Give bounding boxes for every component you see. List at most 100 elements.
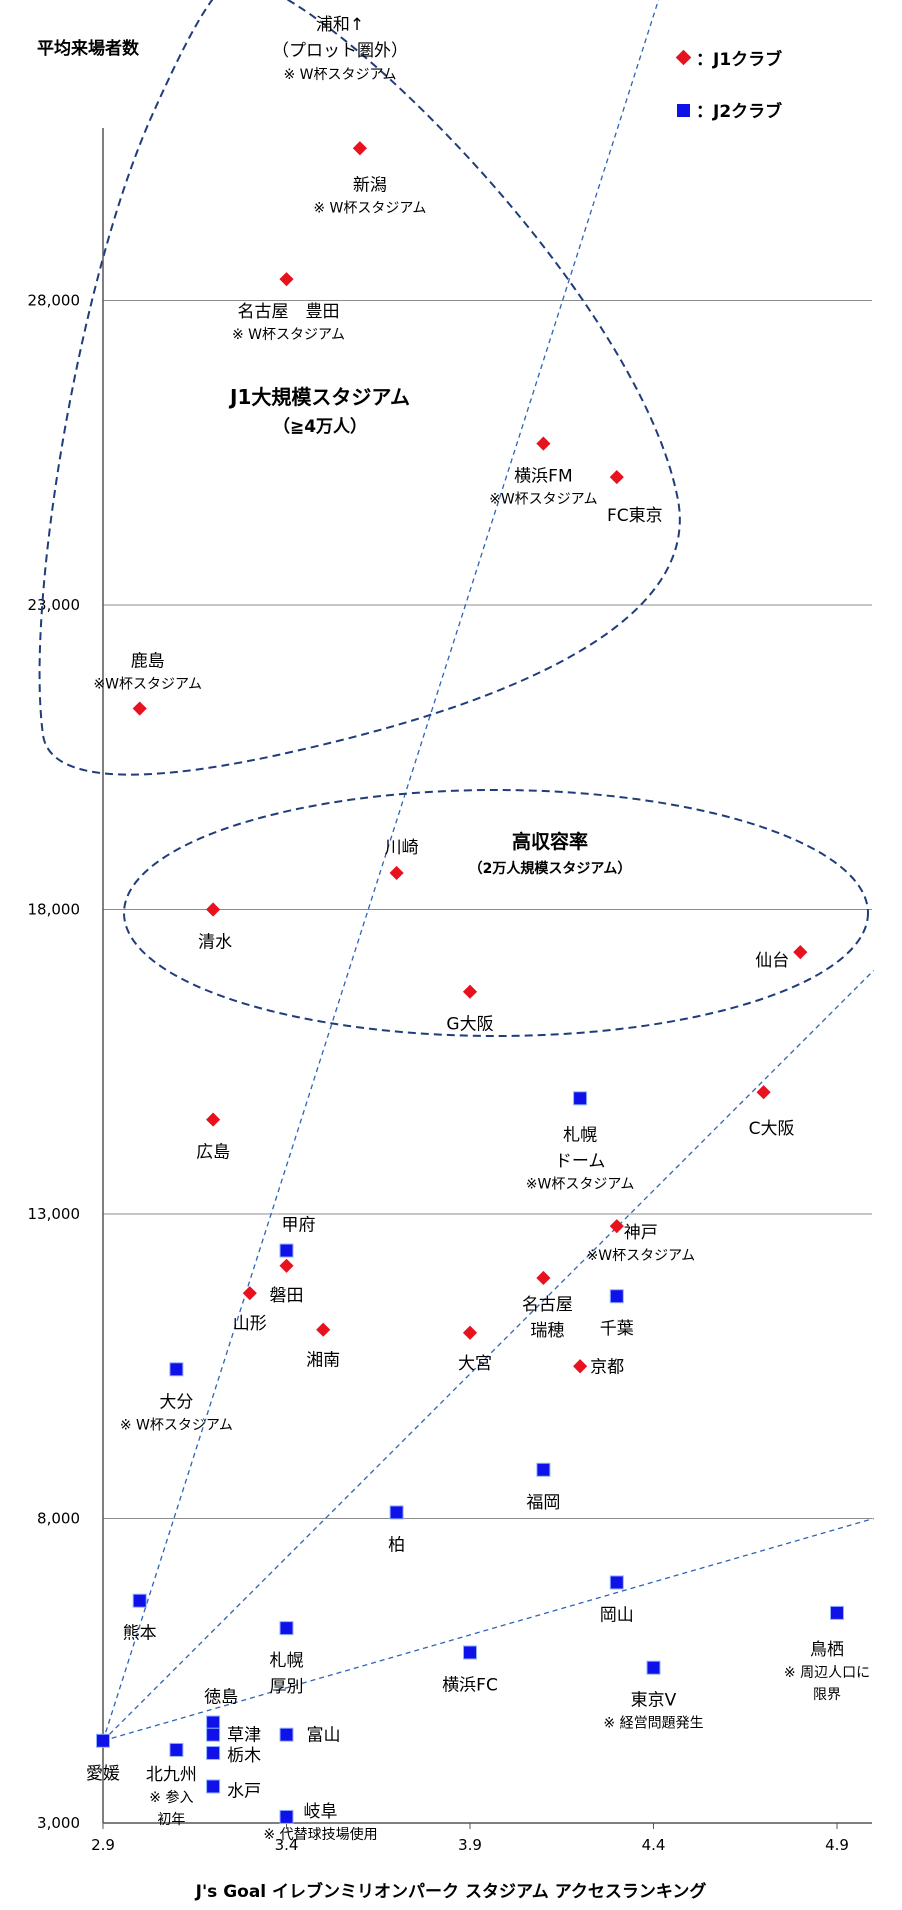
point-label: FC東京: [607, 506, 663, 526]
point-label: 甲府: [282, 1216, 316, 1236]
point-label: 名古屋 豊田: [238, 302, 340, 322]
point-j2: [389, 1505, 404, 1520]
urawa-annotation: 浦和↑ （プロット圏外） ※ W杯スタジアム: [272, 15, 408, 83]
point-j1: [462, 984, 478, 999]
point-label: 湘南: [306, 1351, 340, 1371]
point-j2: [279, 1727, 294, 1742]
point-j1: [793, 945, 808, 960]
point-label: 札幌: [563, 1125, 597, 1145]
point-j2: [96, 1733, 110, 1748]
point-j2: [609, 1575, 624, 1590]
point-label: 清水: [198, 933, 232, 953]
point-note: ※ 代替球技場使用: [263, 1826, 377, 1843]
point-label: 柏: [388, 1535, 405, 1555]
point-j2: [169, 1742, 184, 1757]
point-label: 熊本: [123, 1624, 157, 1644]
point-j1: [206, 902, 221, 917]
point-label: 京都: [590, 1357, 624, 1377]
point-j2: [646, 1660, 661, 1675]
point-j2: [206, 1727, 221, 1742]
y-tick-label: 8,000: [37, 1510, 80, 1528]
point-j2: [279, 1809, 294, 1824]
point-j1: [132, 701, 147, 716]
point-label: 横浜FC: [442, 1675, 498, 1695]
point-j1: [352, 141, 367, 156]
point-label: 東京V: [631, 1691, 677, 1711]
point-label: 広島: [196, 1143, 230, 1163]
point-note: ※ W杯スタジアム: [232, 327, 345, 343]
legend-marker-j1: [675, 49, 692, 66]
zone-large-line2: （≧4万人）: [273, 416, 367, 437]
gridlines: 3,000 8,000 13,000 18,000 23,000 28,000: [28, 292, 872, 1832]
urawa-line3: ※ W杯スタジアム: [283, 67, 396, 83]
point-j2: [132, 1593, 147, 1608]
point-j1: [462, 1325, 478, 1340]
point-j1: [316, 1322, 331, 1337]
point-label: 神戸: [624, 1223, 658, 1243]
point-label: G大阪: [446, 1015, 493, 1035]
zone-high-ellipse: [123, 789, 869, 1037]
point-note: 初年: [157, 1811, 185, 1828]
point-j2: [169, 1362, 184, 1377]
y-tick-label: 13,000: [28, 1205, 81, 1223]
zone-high-line1: 高収容率: [512, 830, 588, 853]
point-j1: [536, 436, 551, 451]
point-j2: [573, 1091, 588, 1106]
legend-label-j2: ：J2クラブ: [696, 101, 782, 122]
point-label: ドーム: [555, 1151, 606, 1171]
point-note: ※ 参入: [149, 1789, 193, 1806]
point-note: ※W杯スタジアム: [93, 677, 202, 693]
y-tick-label: 23,000: [28, 596, 81, 614]
point-j1: [756, 1085, 771, 1100]
zone-large-line1: J1大規模スタジアム: [228, 385, 410, 409]
y-tick-label: 28,000: [28, 292, 81, 310]
point-j1: [389, 865, 404, 881]
point-label: 仙台: [755, 951, 789, 971]
point-label: 山形: [233, 1314, 267, 1334]
urawa-line1: 浦和↑: [316, 15, 364, 35]
y-tick-label: 3,000: [37, 1814, 80, 1832]
point-label: 札幌: [270, 1651, 304, 1671]
point-note: 限界: [813, 1687, 841, 1703]
legend-label-j1: ：J1クラブ: [696, 49, 782, 70]
zone-high-label: 高収容率 （2万人規模スタジアム）: [469, 830, 632, 877]
point-label: 水戸: [227, 1781, 261, 1801]
point-j1: [206, 1112, 221, 1127]
point-note: ※ 経営問題発生: [603, 1716, 703, 1732]
point-note: ※ 周辺人口に: [784, 1665, 870, 1681]
point-label: 磐田: [270, 1286, 304, 1306]
point-label: 厚別: [270, 1677, 304, 1697]
point-label: 川崎: [385, 838, 419, 858]
point-j1: [279, 1258, 294, 1273]
point-note: ※W杯スタジアム: [587, 1248, 696, 1264]
x-tick-label: 2.9: [91, 1836, 115, 1854]
point-label: 栃木: [227, 1746, 261, 1766]
point-label: 岡山: [600, 1605, 634, 1625]
point-label: 新潟: [353, 175, 387, 195]
point-label: 千葉: [600, 1319, 634, 1339]
point-j2: [830, 1605, 844, 1620]
point-note: ※ W杯スタジアム: [313, 200, 426, 216]
point-label: 岐阜: [304, 1802, 338, 1822]
trend-lines: [102, 0, 875, 1742]
point-j1: [279, 272, 294, 287]
point-label: 大分: [159, 1392, 193, 1412]
urawa-line2: （プロット圏外）: [272, 41, 408, 61]
point-j2: [279, 1243, 294, 1258]
point-j2: [206, 1779, 221, 1794]
chart-texts: 平均来場者数 J's Goal イレブンミリオンパーク スタジアム アクセスラン…: [37, 15, 782, 1902]
trend-line: [102, 969, 875, 1742]
point-label: 草津: [227, 1726, 261, 1746]
legend-marker-j2: [677, 104, 690, 117]
x-tick-label: 3.9: [458, 1836, 482, 1854]
point-label: C大阪: [749, 1119, 795, 1139]
zone-high-line2: （2万人規模スタジアム）: [469, 860, 632, 877]
point-label: 横浜FM: [514, 467, 572, 487]
point-label: 鹿島: [131, 652, 165, 672]
x-tick-label: 3.4: [275, 1836, 299, 1854]
point-label: 愛媛: [86, 1764, 120, 1784]
point-j1: [573, 1359, 588, 1374]
point-j2: [206, 1715, 221, 1730]
